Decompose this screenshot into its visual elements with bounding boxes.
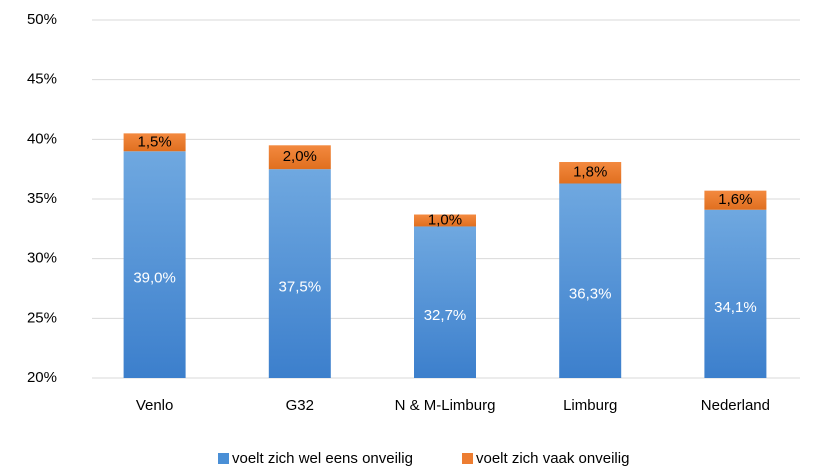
- bar-segment: [123, 151, 186, 378]
- data-label: 39,0%: [133, 270, 176, 287]
- data-label: 36,3%: [569, 286, 612, 303]
- x-tick-label: Venlo: [136, 397, 174, 414]
- bar-segment: [704, 209, 767, 378]
- y-tick-label: 50%: [27, 11, 57, 28]
- x-tick-label: Limburg: [563, 397, 617, 414]
- bar-segment: [704, 190, 767, 210]
- x-tick-label: Nederland: [701, 397, 770, 414]
- legend-swatch: [462, 453, 473, 464]
- x-tick-label: G32: [286, 397, 314, 414]
- bar-segment: [414, 226, 476, 378]
- legend-label: voelt zich vaak onveilig: [476, 450, 629, 467]
- data-label: 1,8%: [573, 164, 607, 181]
- legend-swatch: [218, 453, 229, 464]
- y-tick-label: 25%: [27, 309, 57, 326]
- bar-segment: [559, 162, 622, 184]
- bar-segment: [268, 145, 331, 170]
- y-tick-label: 30%: [27, 250, 57, 267]
- bar-segment: [268, 169, 331, 378]
- data-label: 1,5%: [137, 133, 171, 150]
- data-label: 37,5%: [279, 279, 322, 296]
- bar-segment: [414, 214, 476, 227]
- data-label: 1,0%: [428, 211, 462, 228]
- data-label: 34,1%: [714, 299, 757, 316]
- y-tick-label: 35%: [27, 190, 57, 207]
- x-tick-label: N & M-Limburg: [395, 397, 496, 414]
- bar-segment: [559, 183, 622, 378]
- data-label: 1,6%: [718, 191, 752, 208]
- y-tick-label: 20%: [27, 369, 57, 386]
- y-tick-label: 45%: [27, 71, 57, 88]
- bar-segment: [123, 133, 186, 152]
- legend-label: voelt zich wel eens onveilig: [232, 450, 413, 467]
- y-tick-label: 40%: [27, 130, 57, 147]
- data-label: 32,7%: [424, 307, 467, 324]
- data-label: 2,0%: [283, 148, 317, 165]
